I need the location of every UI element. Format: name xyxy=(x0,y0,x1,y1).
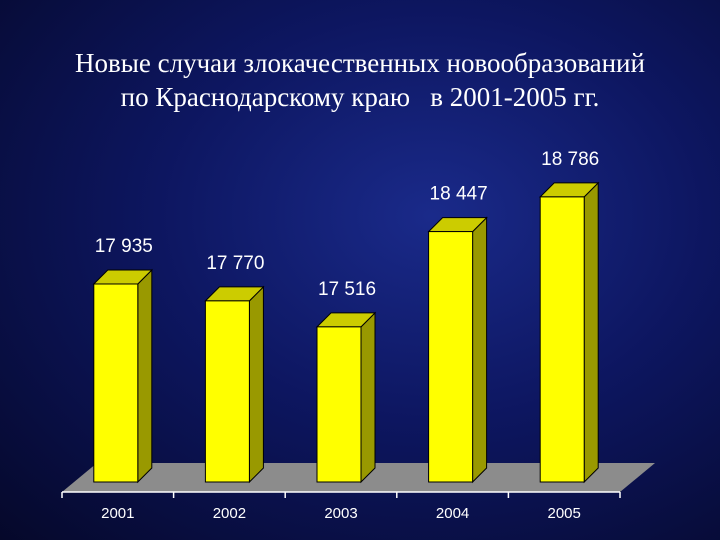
x-tick-label: 2001 xyxy=(101,505,134,522)
bar-side xyxy=(248,285,264,484)
bar-side xyxy=(583,181,599,484)
bar-side xyxy=(472,216,488,484)
bar-side xyxy=(360,311,376,484)
bar xyxy=(428,231,474,483)
bar xyxy=(316,326,362,483)
x-tick-label: 2004 xyxy=(436,505,469,522)
bar-side xyxy=(137,268,153,484)
value-label: 17 516 xyxy=(318,279,376,300)
bar xyxy=(204,300,250,483)
x-tick-label: 2005 xyxy=(548,505,581,522)
x-tick-label: 2003 xyxy=(324,505,357,522)
value-label: 17 770 xyxy=(206,253,264,274)
value-label: 18 447 xyxy=(430,184,488,205)
x-tick-label: 2002 xyxy=(213,505,246,522)
value-label: 18 786 xyxy=(541,149,599,170)
value-label: 17 935 xyxy=(95,236,153,257)
bar xyxy=(93,283,139,483)
bar xyxy=(539,196,585,483)
chart-title: по Краснодарскому краю в 2001-2005 гг. xyxy=(121,82,600,112)
chart-title: Новые случаи злокачественных новообразов… xyxy=(75,48,645,78)
